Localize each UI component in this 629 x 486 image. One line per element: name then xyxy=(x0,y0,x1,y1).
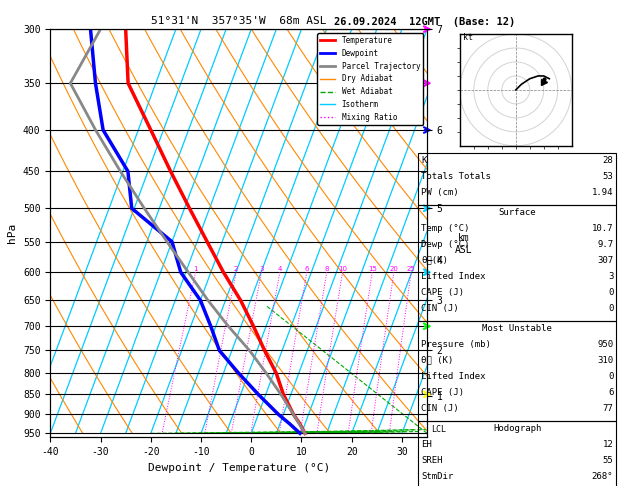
Text: 2: 2 xyxy=(234,266,238,272)
Text: 10.7: 10.7 xyxy=(592,224,613,233)
Text: θᴇ (K): θᴇ (K) xyxy=(421,356,454,365)
Text: Pressure (mb): Pressure (mb) xyxy=(421,340,491,349)
Text: StmDir: StmDir xyxy=(421,472,454,481)
X-axis label: Dewpoint / Temperature (°C): Dewpoint / Temperature (°C) xyxy=(148,463,330,473)
Text: EH: EH xyxy=(421,440,432,449)
Text: Hodograph: Hodograph xyxy=(493,424,542,433)
Legend: Temperature, Dewpoint, Parcel Trajectory, Dry Adiabat, Wet Adiabat, Isotherm, Mi: Temperature, Dewpoint, Parcel Trajectory… xyxy=(317,33,423,125)
Text: 1: 1 xyxy=(193,266,198,272)
Text: 77: 77 xyxy=(603,404,613,413)
Text: 0: 0 xyxy=(608,304,613,313)
Title: 51°31'N  357°35'W  68m ASL: 51°31'N 357°35'W 68m ASL xyxy=(151,16,326,26)
Text: Lifted Index: Lifted Index xyxy=(421,372,486,381)
Text: 0: 0 xyxy=(608,372,613,381)
Text: LCL: LCL xyxy=(431,425,446,434)
Text: Lifted Index: Lifted Index xyxy=(421,272,486,281)
Text: CAPE (J): CAPE (J) xyxy=(421,388,464,397)
Text: Temp (°C): Temp (°C) xyxy=(421,224,470,233)
Text: 55: 55 xyxy=(603,456,613,465)
Text: 4: 4 xyxy=(277,266,282,272)
Y-axis label: km
ASL: km ASL xyxy=(455,233,472,255)
Text: 1.94: 1.94 xyxy=(592,188,613,197)
Text: 9.7: 9.7 xyxy=(597,240,613,249)
Text: 307: 307 xyxy=(597,256,613,265)
Text: Dewp (°C): Dewp (°C) xyxy=(421,240,470,249)
Text: PW (cm): PW (cm) xyxy=(421,188,459,197)
Text: θᴇ(K): θᴇ(K) xyxy=(421,256,448,265)
Text: 6: 6 xyxy=(608,388,613,397)
Text: 26.09.2024  12GMT  (Base: 12): 26.09.2024 12GMT (Base: 12) xyxy=(334,17,515,27)
Text: SREH: SREH xyxy=(421,456,443,465)
Text: 53: 53 xyxy=(603,172,613,181)
Text: 268°: 268° xyxy=(592,472,613,481)
Y-axis label: hPa: hPa xyxy=(8,223,18,243)
Text: 3: 3 xyxy=(259,266,264,272)
Text: CIN (J): CIN (J) xyxy=(421,404,459,413)
Text: K: K xyxy=(421,156,427,165)
Text: Most Unstable: Most Unstable xyxy=(482,324,552,333)
Text: 3: 3 xyxy=(608,272,613,281)
Text: 20: 20 xyxy=(389,266,398,272)
Text: Surface: Surface xyxy=(499,208,536,217)
Text: CIN (J): CIN (J) xyxy=(421,304,459,313)
Text: 28: 28 xyxy=(603,156,613,165)
Text: 950: 950 xyxy=(597,340,613,349)
Text: kt: kt xyxy=(463,33,472,42)
Text: 310: 310 xyxy=(597,356,613,365)
Text: Totals Totals: Totals Totals xyxy=(421,172,491,181)
Text: CAPE (J): CAPE (J) xyxy=(421,288,464,297)
Text: 6: 6 xyxy=(304,266,309,272)
Text: 15: 15 xyxy=(368,266,377,272)
Text: 25: 25 xyxy=(407,266,416,272)
Text: 8: 8 xyxy=(325,266,329,272)
Text: 0: 0 xyxy=(608,288,613,297)
Text: 12: 12 xyxy=(603,440,613,449)
Text: 10: 10 xyxy=(338,266,347,272)
